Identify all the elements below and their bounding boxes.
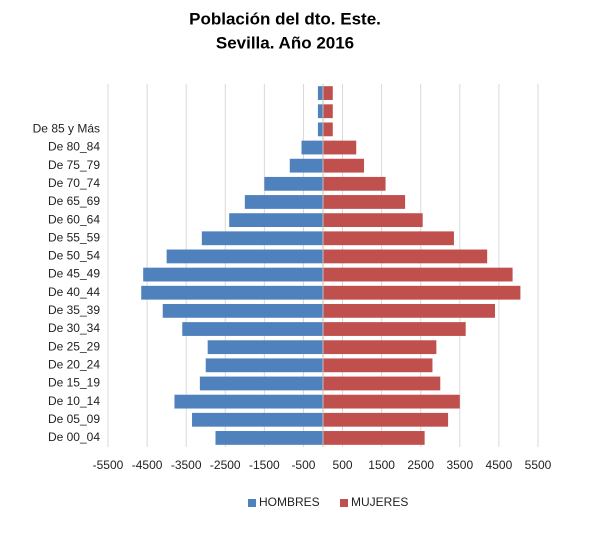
x-tick-label: 5500 bbox=[525, 458, 552, 472]
bar bbox=[323, 158, 365, 173]
y-tick-label: De 65_69 bbox=[48, 194, 100, 208]
y-tick-label: De 45_49 bbox=[48, 267, 100, 281]
bar bbox=[143, 267, 323, 282]
bar bbox=[323, 358, 433, 373]
bar bbox=[323, 231, 454, 246]
bar bbox=[323, 140, 357, 155]
x-tick-label: 1500 bbox=[368, 458, 395, 472]
bar bbox=[323, 213, 423, 228]
x-tick-label: -500 bbox=[291, 458, 315, 472]
bar bbox=[244, 195, 323, 209]
bar bbox=[323, 104, 333, 119]
x-tick-label: 3500 bbox=[446, 458, 473, 472]
bar bbox=[141, 285, 323, 300]
bar bbox=[323, 122, 333, 137]
bar bbox=[207, 340, 323, 355]
bar bbox=[323, 303, 495, 318]
x-tick-label: 2500 bbox=[407, 458, 434, 472]
bar bbox=[317, 122, 323, 137]
legend-label: HOMBRES bbox=[259, 495, 320, 509]
x-tick-label: 500 bbox=[333, 458, 353, 472]
bar bbox=[323, 267, 513, 282]
y-tick-label: De 25_29 bbox=[48, 339, 100, 353]
bar bbox=[264, 176, 323, 191]
y-tick-label: De 80_84 bbox=[48, 140, 100, 154]
y-tick-label: De 35_39 bbox=[48, 303, 100, 317]
y-tick-label: De 20_24 bbox=[48, 357, 100, 371]
bar bbox=[317, 86, 323, 100]
chart-title: Sevilla. Año 2016 bbox=[216, 33, 354, 52]
legend-swatch bbox=[248, 499, 256, 507]
x-tick-label: -4500 bbox=[132, 458, 163, 472]
x-tick-label: -5500 bbox=[93, 458, 124, 472]
bar bbox=[323, 176, 386, 191]
bar bbox=[323, 376, 441, 391]
y-tick-label: De 30_34 bbox=[48, 321, 100, 335]
y-tick-label: De 70_74 bbox=[48, 176, 100, 190]
y-tick-label: De 75_79 bbox=[48, 158, 100, 172]
x-tick-label: -2500 bbox=[210, 458, 241, 472]
x-tick-label: -3500 bbox=[171, 458, 202, 472]
bar bbox=[323, 431, 425, 445]
bar bbox=[301, 140, 323, 155]
bar bbox=[215, 431, 323, 445]
bar bbox=[323, 412, 449, 427]
x-tick-label: -1500 bbox=[249, 458, 280, 472]
bar bbox=[289, 158, 323, 173]
bar bbox=[323, 285, 521, 300]
bar bbox=[229, 213, 323, 228]
y-tick-label: De 15_19 bbox=[48, 376, 100, 390]
y-tick-label: De 00_04 bbox=[48, 430, 100, 444]
legend-label: MUJERES bbox=[351, 495, 408, 509]
y-tick-label: De 10_14 bbox=[48, 394, 100, 408]
y-tick-label: De 85 y Más bbox=[33, 122, 100, 136]
bar bbox=[323, 86, 333, 100]
chart-title: Población del dto. Este. bbox=[189, 9, 381, 28]
bar bbox=[205, 358, 323, 373]
bar bbox=[201, 231, 323, 246]
y-tick-label: De 55_59 bbox=[48, 230, 100, 244]
bar bbox=[192, 412, 323, 427]
bar bbox=[199, 376, 323, 391]
bar bbox=[166, 249, 323, 264]
bar bbox=[323, 322, 466, 336]
bar bbox=[317, 104, 323, 119]
bar bbox=[323, 340, 437, 355]
x-tick-label: 4500 bbox=[486, 458, 513, 472]
bar bbox=[323, 249, 488, 264]
bar bbox=[174, 394, 323, 409]
bar bbox=[162, 303, 323, 318]
y-tick-label: De 60_64 bbox=[48, 212, 100, 226]
legend-swatch bbox=[340, 499, 348, 507]
y-tick-label: De 05_09 bbox=[48, 412, 100, 426]
bar bbox=[323, 394, 460, 409]
bar bbox=[323, 195, 406, 209]
y-tick-label: De 50_54 bbox=[48, 249, 100, 263]
bar bbox=[182, 322, 323, 336]
y-tick-label: De 40_44 bbox=[48, 285, 100, 299]
